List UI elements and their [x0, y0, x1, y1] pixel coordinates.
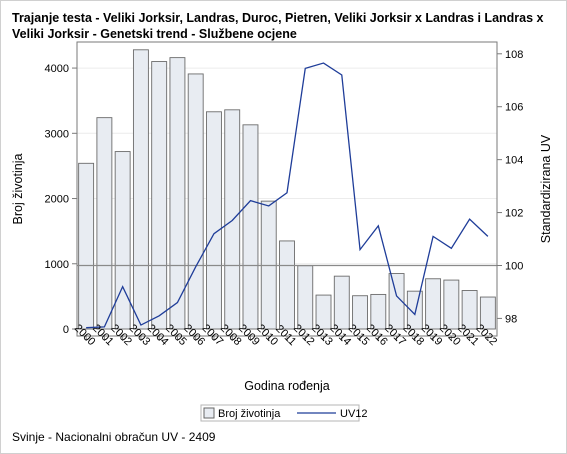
bar: [461, 290, 478, 330]
x-axis-label: Godina rođenja: [244, 379, 330, 393]
y-tick-label-right: 102: [505, 208, 523, 220]
bar: [352, 295, 368, 330]
y-tick-label-left: 1000: [45, 259, 69, 271]
bar: [78, 162, 95, 330]
bar: [479, 296, 496, 330]
y-tick-label-right: 108: [505, 49, 523, 61]
bar: [242, 124, 259, 330]
y-tick-label-right: 100: [505, 260, 523, 272]
chart-footnote: Svinje - Nacionalni obračun UV - 2409: [12, 430, 216, 444]
y-axis-label-left: Broj životinja: [11, 154, 25, 225]
legend: Broj životinja UV12: [200, 404, 368, 422]
y-tick-label-right: 104: [505, 155, 523, 167]
legend-swatch-bars: [203, 407, 215, 419]
y-tick-label-right: 98: [505, 313, 517, 325]
bar: [443, 279, 460, 330]
bar: [297, 265, 314, 330]
legend-label-bars: Broj životinja: [218, 408, 281, 420]
legend-label-line: UV12: [340, 408, 368, 420]
y-tick-label-left: 4000: [45, 63, 69, 75]
bar: [169, 57, 186, 330]
chart-title: Trajanje testa - Veliki Jorksir, Landras…: [12, 11, 544, 41]
bar: [333, 275, 350, 330]
series-line-uv12: [86, 62, 489, 329]
bar: [114, 151, 131, 330]
y-tick-label-left: 0: [63, 324, 69, 336]
bar: [206, 111, 222, 330]
bar: [279, 240, 295, 330]
bar: [187, 73, 204, 330]
y-tick-label-right: 106: [505, 102, 523, 114]
y-tick-label-left: 2000: [45, 194, 69, 206]
bar: [151, 61, 168, 330]
y-axis-label-right: Standardizirana UV: [539, 134, 553, 243]
legend-box: [200, 404, 360, 422]
bar: [132, 49, 149, 330]
bar: [370, 293, 387, 330]
y-tick-label-left: 3000: [45, 128, 69, 140]
bar: [96, 117, 113, 330]
bar: [315, 294, 332, 330]
bar: [425, 278, 442, 330]
bar: [388, 273, 405, 330]
bar: [224, 109, 241, 330]
